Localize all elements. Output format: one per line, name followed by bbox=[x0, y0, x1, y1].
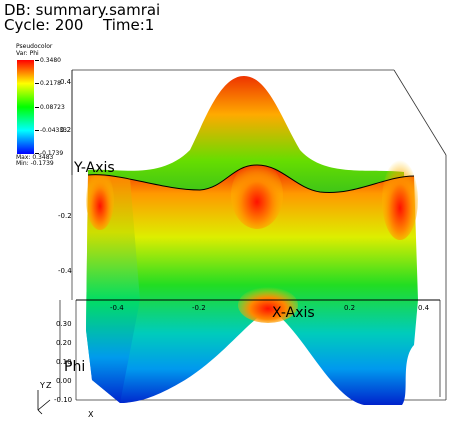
z-tick-label: 0.10 bbox=[56, 358, 72, 366]
legend-tick bbox=[35, 60, 39, 61]
z-tick-label: 0.30 bbox=[56, 320, 72, 328]
color-bar bbox=[17, 60, 34, 154]
x-tick-label: 0.4 bbox=[418, 304, 430, 312]
x-tick-label: 0.2 bbox=[344, 304, 355, 312]
z-tick-label: 0.00 bbox=[56, 377, 72, 385]
legend-tick-label: 0.2178 bbox=[40, 80, 61, 87]
triad-z-label: Z bbox=[46, 381, 52, 390]
triad-y-label: Y bbox=[39, 381, 45, 390]
legend-variable: Var: Phi bbox=[16, 50, 39, 57]
right-ridge bbox=[382, 160, 418, 240]
z-axis-title: Phi bbox=[64, 359, 85, 375]
surface-edge bbox=[87, 164, 415, 194]
front-peak bbox=[238, 287, 298, 323]
y-tick-label: 0.4 bbox=[60, 78, 72, 86]
y-tick-label: -0.4 bbox=[58, 267, 72, 275]
left-ridge bbox=[86, 170, 114, 230]
database-label: DB: summary.samrai bbox=[4, 1, 161, 19]
z-tick-label: -0.10 bbox=[54, 396, 72, 404]
legend-tick bbox=[35, 107, 39, 108]
x-tick-label: -0.4 bbox=[110, 304, 124, 312]
pseudocolor-legend: Pseudocolor Var: Phi 0.3480 0.2178 0.087… bbox=[16, 44, 106, 170]
legend-tick-label: 0.08723 bbox=[40, 104, 65, 111]
cycle-time-label: Cycle: 200 Time:1 bbox=[4, 18, 154, 33]
legend-tick bbox=[35, 153, 39, 154]
surface-left-side bbox=[86, 175, 140, 403]
axis-triad bbox=[37, 390, 51, 415]
legend-tick-label: 0.3480 bbox=[40, 57, 61, 64]
legend-tick bbox=[35, 83, 39, 84]
y-axis-title: Y-Axis bbox=[73, 160, 115, 176]
legend-min: Min: -0.1739 bbox=[16, 160, 54, 167]
z-tick-label: 0.20 bbox=[56, 339, 72, 347]
surface-main bbox=[86, 165, 418, 405]
legend-plot-type: Pseudocolor bbox=[16, 43, 53, 50]
time-label: Time:1 bbox=[103, 16, 155, 34]
y-tick-label: 0.2 bbox=[60, 126, 71, 134]
legend-tick bbox=[35, 130, 39, 131]
x-axis-title: X-Axis bbox=[272, 305, 315, 321]
legend-tick-label: -0.04333 bbox=[40, 127, 67, 134]
legend-tick-label: -0.1739 bbox=[40, 150, 64, 157]
legend-max: Max: 0.3483 bbox=[16, 154, 54, 161]
x-tick-label: -0.2 bbox=[192, 304, 206, 312]
center-peak bbox=[231, 161, 283, 229]
triad-x-label: X bbox=[88, 410, 94, 419]
y-tick-label: -0.2 bbox=[58, 212, 72, 220]
cycle-label: Cycle: 200 bbox=[4, 16, 84, 34]
